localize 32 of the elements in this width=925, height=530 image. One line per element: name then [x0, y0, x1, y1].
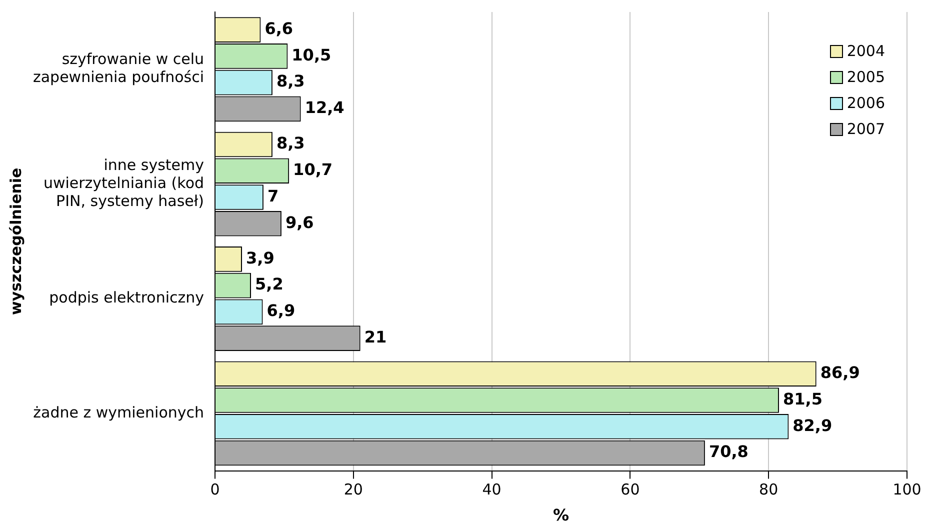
x-axis-title: %	[552, 506, 570, 525]
data-label: 10,5	[292, 45, 332, 64]
x-tick-label: 40	[482, 480, 502, 499]
legend-label: 2006	[846, 93, 885, 114]
data-label: 8,3	[276, 134, 305, 153]
data-label: 82,9	[792, 416, 832, 435]
data-label: 10,7	[293, 160, 333, 180]
data-label: 6,6	[264, 18, 294, 38]
legend-label: 2007	[846, 119, 885, 140]
x-tick-label: 60	[620, 480, 640, 499]
x-tick-label: 0	[210, 480, 220, 499]
data-label: 86,9	[820, 363, 860, 382]
y-tick-label: inne systemy uwierzytelniania (kod PIN, systemy haseł)	[43, 156, 204, 210]
x-tick-label: 100	[892, 480, 922, 499]
data-label: 81,5	[782, 389, 822, 408]
data-label: 21	[364, 327, 387, 346]
data-label: 9,6	[285, 212, 314, 232]
data-label: 8,3	[276, 72, 305, 91]
data-label: 70,8	[708, 442, 748, 462]
y-tick-label: żadne z wymienionych	[33, 403, 204, 422]
legend-label: 2004	[846, 41, 885, 62]
y-axis-title: wyszczególnienie	[6, 168, 25, 316]
x-tick-label: 80	[759, 480, 778, 499]
legend-label: 2005	[846, 67, 885, 88]
x-tick-label: 20	[344, 480, 363, 499]
data-label: 12,4	[304, 98, 344, 118]
data-label: 3,9	[246, 248, 274, 268]
data-label: 6,9	[266, 301, 296, 320]
data-label: 5,2	[255, 274, 284, 294]
data-label: 7	[267, 186, 279, 206]
y-tick-label: podpis elektroniczny	[49, 288, 204, 307]
y-tick-label: szyfrowanie w celu zapewnienia poufności	[32, 50, 204, 86]
